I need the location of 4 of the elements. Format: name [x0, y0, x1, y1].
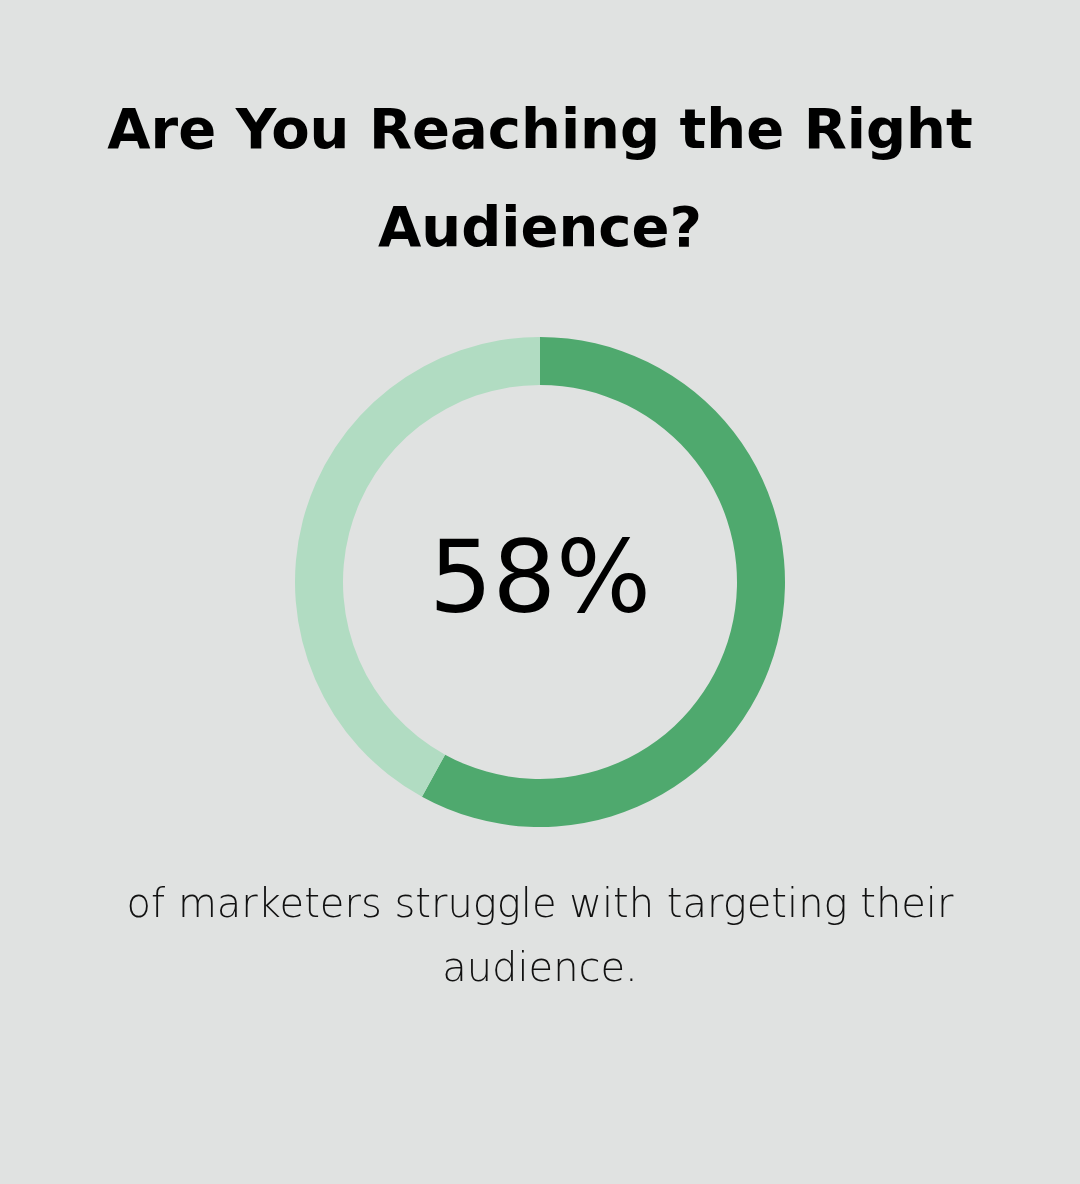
text: of marketers struggle with targeting their audience.: [126, 880, 954, 990]
chart-title: Are You Reaching the Right Audience?: [107, 96, 973, 259]
data-label: 58%: [428, 519, 652, 636]
donut-slice: [421, 337, 785, 827]
